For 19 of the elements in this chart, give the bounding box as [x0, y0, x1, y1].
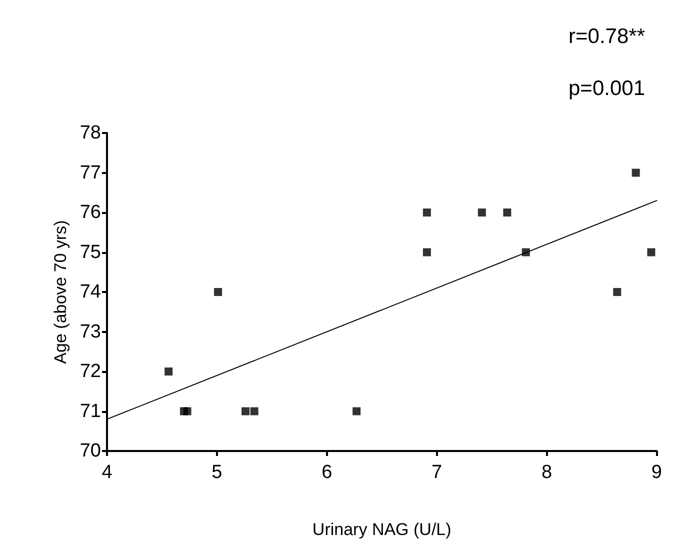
- y-tick-label: 77: [80, 162, 101, 184]
- y-tick-label: 76: [80, 202, 101, 223]
- y-axis-title: Age (above 70 yrs): [50, 220, 70, 364]
- text: p=0.001: [568, 77, 646, 100]
- x-tick-label: 5: [212, 462, 222, 483]
- x-tick-label: 4: [102, 462, 113, 483]
- y-tick-label: 71: [80, 400, 101, 422]
- y-tick-label: 70: [80, 440, 101, 462]
- y-tick-label: 72: [80, 361, 101, 382]
- y-tick-label: 78: [80, 122, 101, 144]
- x-tick-label: 6: [322, 462, 332, 483]
- x-tick-label: 9: [651, 462, 662, 483]
- y-tick-label: 73: [80, 321, 101, 342]
- x-tick-label: 8: [541, 462, 552, 483]
- y-tick-label: 74: [80, 282, 102, 302]
- text: r=0.78**: [568, 25, 646, 48]
- x-axis-title: Urinary NAG (U/L): [312, 520, 452, 539]
- y-tick-label: 75: [80, 242, 101, 263]
- x-tick-label: 7: [432, 462, 442, 483]
